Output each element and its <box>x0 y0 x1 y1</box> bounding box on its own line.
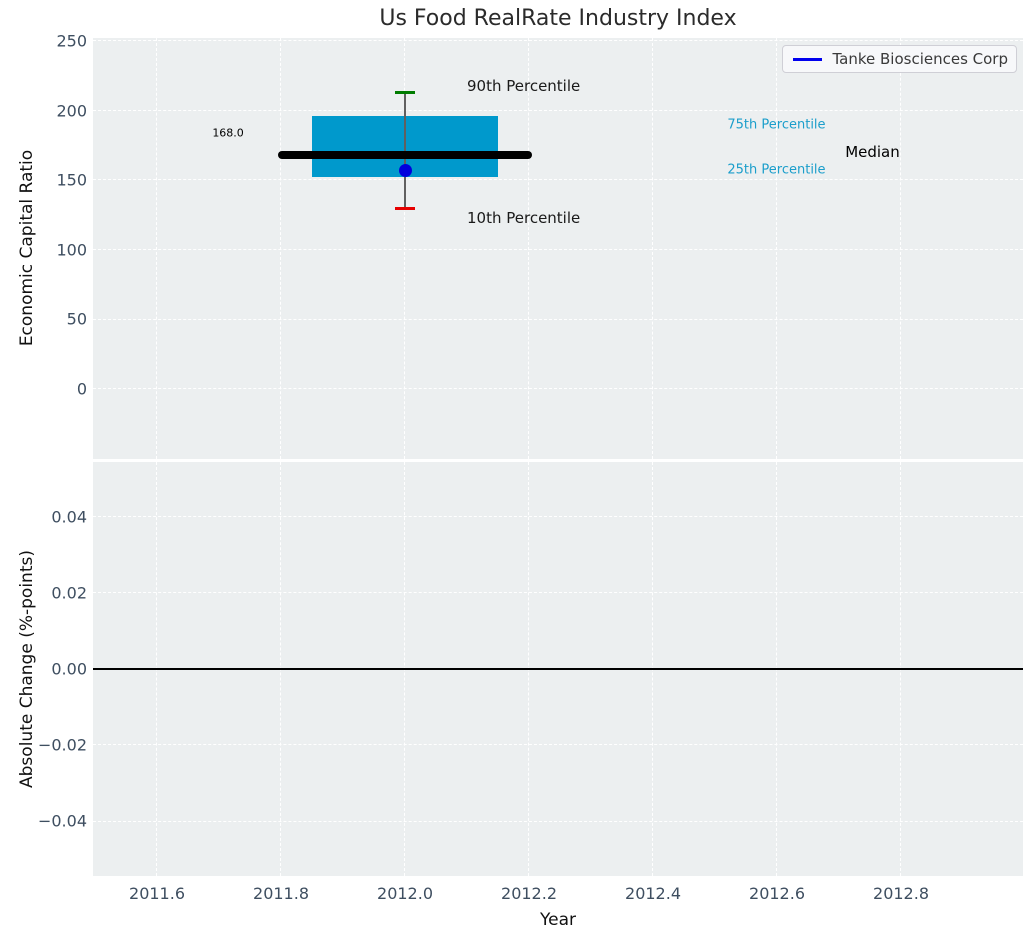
x-tick-label: 2012.2 <box>501 884 557 903</box>
y-tick-label: 0.04 <box>51 507 87 526</box>
legend-label: Tanke Biosciences Corp <box>832 50 1008 68</box>
annotation-p10-label: 10th Percentile <box>467 209 580 227</box>
gridline <box>93 388 1023 389</box>
p10-cap <box>395 207 415 210</box>
figure: Us Food RealRate Industry Index 168.0 90t… <box>0 0 1034 942</box>
y-tick-label: 200 <box>56 101 87 120</box>
y-tick-label: 250 <box>56 32 87 51</box>
gridline <box>528 38 529 459</box>
x-tick-label: 2012.6 <box>749 884 805 903</box>
gridline <box>93 592 1023 593</box>
legend: Tanke Biosciences Corp <box>782 45 1017 73</box>
gridline <box>93 319 1023 320</box>
y-tick-label: −0.02 <box>38 736 87 755</box>
y-axis-label-bottom: Absolute Change (%-points) <box>17 550 37 788</box>
x-tick-label: 2011.8 <box>253 884 309 903</box>
y-tick-label: 0 <box>77 380 87 399</box>
gridline <box>776 38 777 459</box>
gridline <box>93 179 1023 180</box>
gridline <box>93 110 1023 111</box>
y-tick-label: 150 <box>56 171 87 190</box>
top-axes: 168.0 90th Percentile 10th Percentile 75th … <box>93 38 1023 459</box>
x-tick-label: 2012.8 <box>873 884 929 903</box>
x-tick-label: 2012.4 <box>625 884 681 903</box>
annotation-median-label: Median <box>845 143 900 161</box>
gridline <box>93 516 1023 517</box>
gridline <box>93 249 1023 250</box>
annotation-p90-label: 90th Percentile <box>467 77 580 95</box>
p90-cap <box>395 91 415 94</box>
y-axis-label-top: Economic Capital Ratio <box>17 150 37 346</box>
gridline <box>93 821 1023 822</box>
gridline <box>93 744 1023 745</box>
gridline <box>93 40 1023 41</box>
y-tick-label: 50 <box>67 310 87 329</box>
median-line <box>278 151 532 159</box>
zero-line <box>93 668 1023 670</box>
y-tick-label: 0.00 <box>51 660 87 679</box>
annotation-p25-label: 25th Percentile <box>727 163 825 178</box>
gridline <box>280 38 281 459</box>
legend-line-sample <box>793 58 822 61</box>
y-tick-label: 100 <box>56 240 87 259</box>
gridline <box>900 38 901 459</box>
gridline <box>652 38 653 459</box>
y-tick-label: 0.02 <box>51 583 87 602</box>
chart-title: Us Food RealRate Industry Index <box>93 6 1023 31</box>
bottom-axes <box>93 462 1023 876</box>
y-tick-label: −0.04 <box>38 812 87 831</box>
annotation-median-value: 168.0 <box>212 126 244 139</box>
x-axis-label: Year <box>93 910 1023 930</box>
gridline <box>156 38 157 459</box>
x-tick-label: 2012.0 <box>377 884 433 903</box>
annotation-p75-label: 75th Percentile <box>727 117 825 132</box>
x-tick-label: 2011.6 <box>129 884 185 903</box>
company-marker-dot <box>399 164 412 177</box>
